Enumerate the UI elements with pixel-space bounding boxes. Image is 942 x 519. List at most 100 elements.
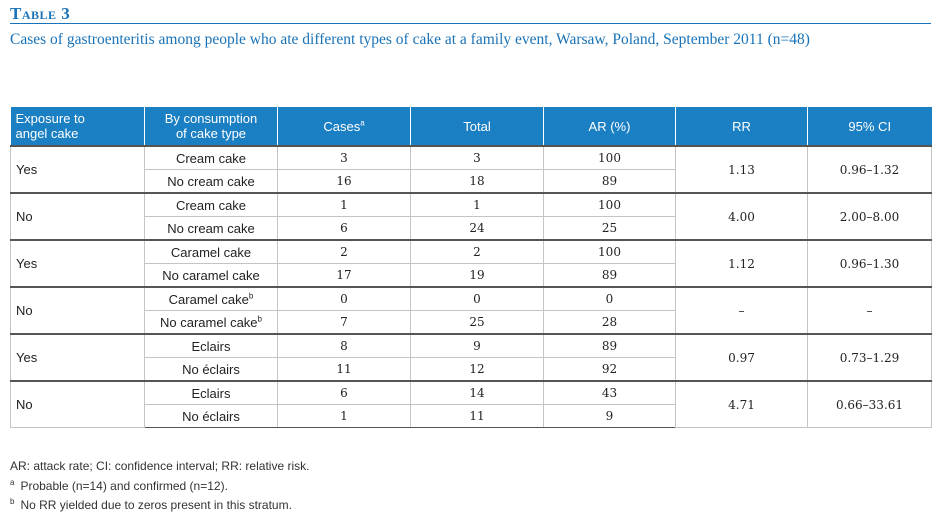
cake-type-cell: Eclairs xyxy=(144,380,278,405)
cake-type-cell: No cream cake xyxy=(144,169,278,194)
ci-cell: – xyxy=(807,286,932,335)
cases-cell: 7 xyxy=(277,310,411,335)
total-cell: 12 xyxy=(410,357,544,382)
total-cell: 19 xyxy=(410,263,544,288)
ar-cell: 0 xyxy=(543,286,676,311)
header-rr: RR xyxy=(675,107,808,146)
cases-cell: 1 xyxy=(277,404,411,428)
header-consumption: By consumption of cake type xyxy=(144,107,278,146)
cake-type-label: Eclairs xyxy=(191,338,231,354)
cake-type-label: Caramel cake xyxy=(170,244,252,260)
rr-cell: 1.12 xyxy=(675,239,808,288)
cake-type-label: No cream cake xyxy=(167,220,255,236)
total-cell: 1 xyxy=(410,192,544,217)
cake-type-label: No caramel cake xyxy=(160,314,258,330)
cake-type-cell: No éclairs xyxy=(144,357,278,382)
ar-cell: 25 xyxy=(543,216,676,241)
total-cell: 24 xyxy=(410,216,544,241)
cases-cell: 0 xyxy=(277,286,411,311)
ar-cell: 89 xyxy=(543,333,676,358)
total-cell: 3 xyxy=(410,145,544,170)
footnote-b: b No RR yielded due to zeros present in t… xyxy=(10,497,292,513)
cake-type-cell: Cream cake xyxy=(144,192,278,217)
cases-cell: 16 xyxy=(277,169,411,194)
cake-type-cell: No caramel cakeb xyxy=(144,310,278,335)
cases-cell: 3 xyxy=(277,145,411,170)
table-row: No éclairs 11 12 92 xyxy=(11,357,932,382)
cases-cell: 2 xyxy=(277,239,411,264)
ar-cell: 89 xyxy=(543,169,676,194)
cake-type-cell: Eclairs xyxy=(144,333,278,358)
total-cell: 2 xyxy=(410,239,544,264)
cake-type-label: No éclairs xyxy=(182,361,240,377)
header-cases-sup: a xyxy=(360,118,365,128)
table-row: Yes Caramel cake 2 2 100 1.12 0.96–1.30 xyxy=(10,239,932,288)
table-row: No cream cake 6 24 25 xyxy=(11,216,932,241)
ci-cell: 0.66–33.61 xyxy=(807,380,932,428)
cases-cell: 6 xyxy=(277,380,411,405)
footnote-b-text: No RR yielded due to zeros present in th… xyxy=(20,498,292,512)
cake-type-cell: No cream cake xyxy=(144,216,278,241)
footnote-a: a Probable (n=14) and confirmed (n=12). xyxy=(10,478,228,494)
header-cases-label: Cases xyxy=(323,118,361,134)
total-cell: 9 xyxy=(410,333,544,358)
header-ci: 95% CI xyxy=(807,107,932,146)
footnote-b-mark: b xyxy=(10,497,15,506)
header-row: Exposure to angel cake By consumption of… xyxy=(10,107,932,146)
cake-type-cell: No éclairs xyxy=(144,404,278,428)
cake-type-cell: Cream cake xyxy=(144,145,278,170)
cake-type-sup: b xyxy=(248,291,254,301)
cake-type-sup: b xyxy=(257,314,262,324)
table-row: No caramel cakeb 7 25 28 xyxy=(11,310,932,335)
header-cases: Casesa xyxy=(277,107,411,146)
ar-cell: 100 xyxy=(543,145,676,170)
ar-cell: 92 xyxy=(543,357,676,382)
rr-cell: 4.00 xyxy=(675,192,808,241)
data-table: Exposure to angel cake By consumption of… xyxy=(10,107,932,428)
total-cell: 18 xyxy=(410,169,544,194)
ar-cell: 100 xyxy=(543,239,676,264)
exposure-cell: Yes xyxy=(10,239,145,288)
table-row: No Caramel cakeb 0 0 0– – xyxy=(10,286,932,335)
cake-type-cell: No caramel cake xyxy=(144,263,278,288)
table-body: Yes Cream cake 3 3 100 1.13 0.96–1.32 No cream … xyxy=(10,145,932,428)
total-cell: 25 xyxy=(410,310,544,335)
cake-type-cell: Caramel cakeb xyxy=(144,286,278,311)
table-row: No éclairs 1 11 9 xyxy=(11,404,932,428)
header-exposure: Exposure to angel cake xyxy=(10,107,145,146)
exposure-cell: Yes xyxy=(10,145,145,194)
cases-cell: 17 xyxy=(277,263,411,288)
table-row: Yes Cream cake 3 3 100 1.13 0.96–1.32 xyxy=(10,145,932,194)
footnote-abbrev: AR: attack rate; CI: confidence interval… xyxy=(10,459,310,473)
table-row: No cream cake 16 18 89 xyxy=(11,169,932,194)
ar-cell: 100 xyxy=(543,192,676,217)
rr-cell: – xyxy=(675,286,808,335)
rr-cell: 4.71 xyxy=(675,380,808,428)
rr-cell: 1.13 xyxy=(675,145,808,194)
table-label: Table 3 xyxy=(10,4,71,23)
cases-cell: 8 xyxy=(277,333,411,358)
cake-type-label: No caramel cake xyxy=(162,267,260,283)
table-row: Yes Eclairs 8 9 89 0.97 0.73–1.29 xyxy=(10,333,932,382)
cake-type-label: Eclairs xyxy=(191,385,231,401)
table-row: No caramel cake 17 19 89 xyxy=(11,263,932,288)
cases-cell: 1 xyxy=(277,192,411,217)
exposure-cell: Yes xyxy=(10,333,145,382)
total-cell: 11 xyxy=(410,404,544,428)
table-row: No Cream cake 1 1 100 4.00 2.00–8.00 xyxy=(10,192,932,241)
ar-cell: 9 xyxy=(543,404,676,428)
cases-cell: 6 xyxy=(277,216,411,241)
total-cell: 14 xyxy=(410,380,544,405)
cake-type-label: No cream cake xyxy=(167,173,255,189)
total-cell: 0 xyxy=(410,286,544,311)
exposure-cell: No xyxy=(10,286,145,335)
cake-type-label: Cream cake xyxy=(175,197,247,213)
ci-cell: 0.96–1.30 xyxy=(807,239,932,288)
cake-type-cell: Caramel cake xyxy=(144,239,278,264)
footnote-a-text: Probable (n=14) and confirmed (n=12). xyxy=(20,479,228,493)
cake-type-label: Caramel cake xyxy=(168,291,249,307)
footnote-a-mark: a xyxy=(10,478,15,487)
ar-cell: 28 xyxy=(543,310,676,335)
ci-cell: 0.96–1.32 xyxy=(807,145,932,194)
